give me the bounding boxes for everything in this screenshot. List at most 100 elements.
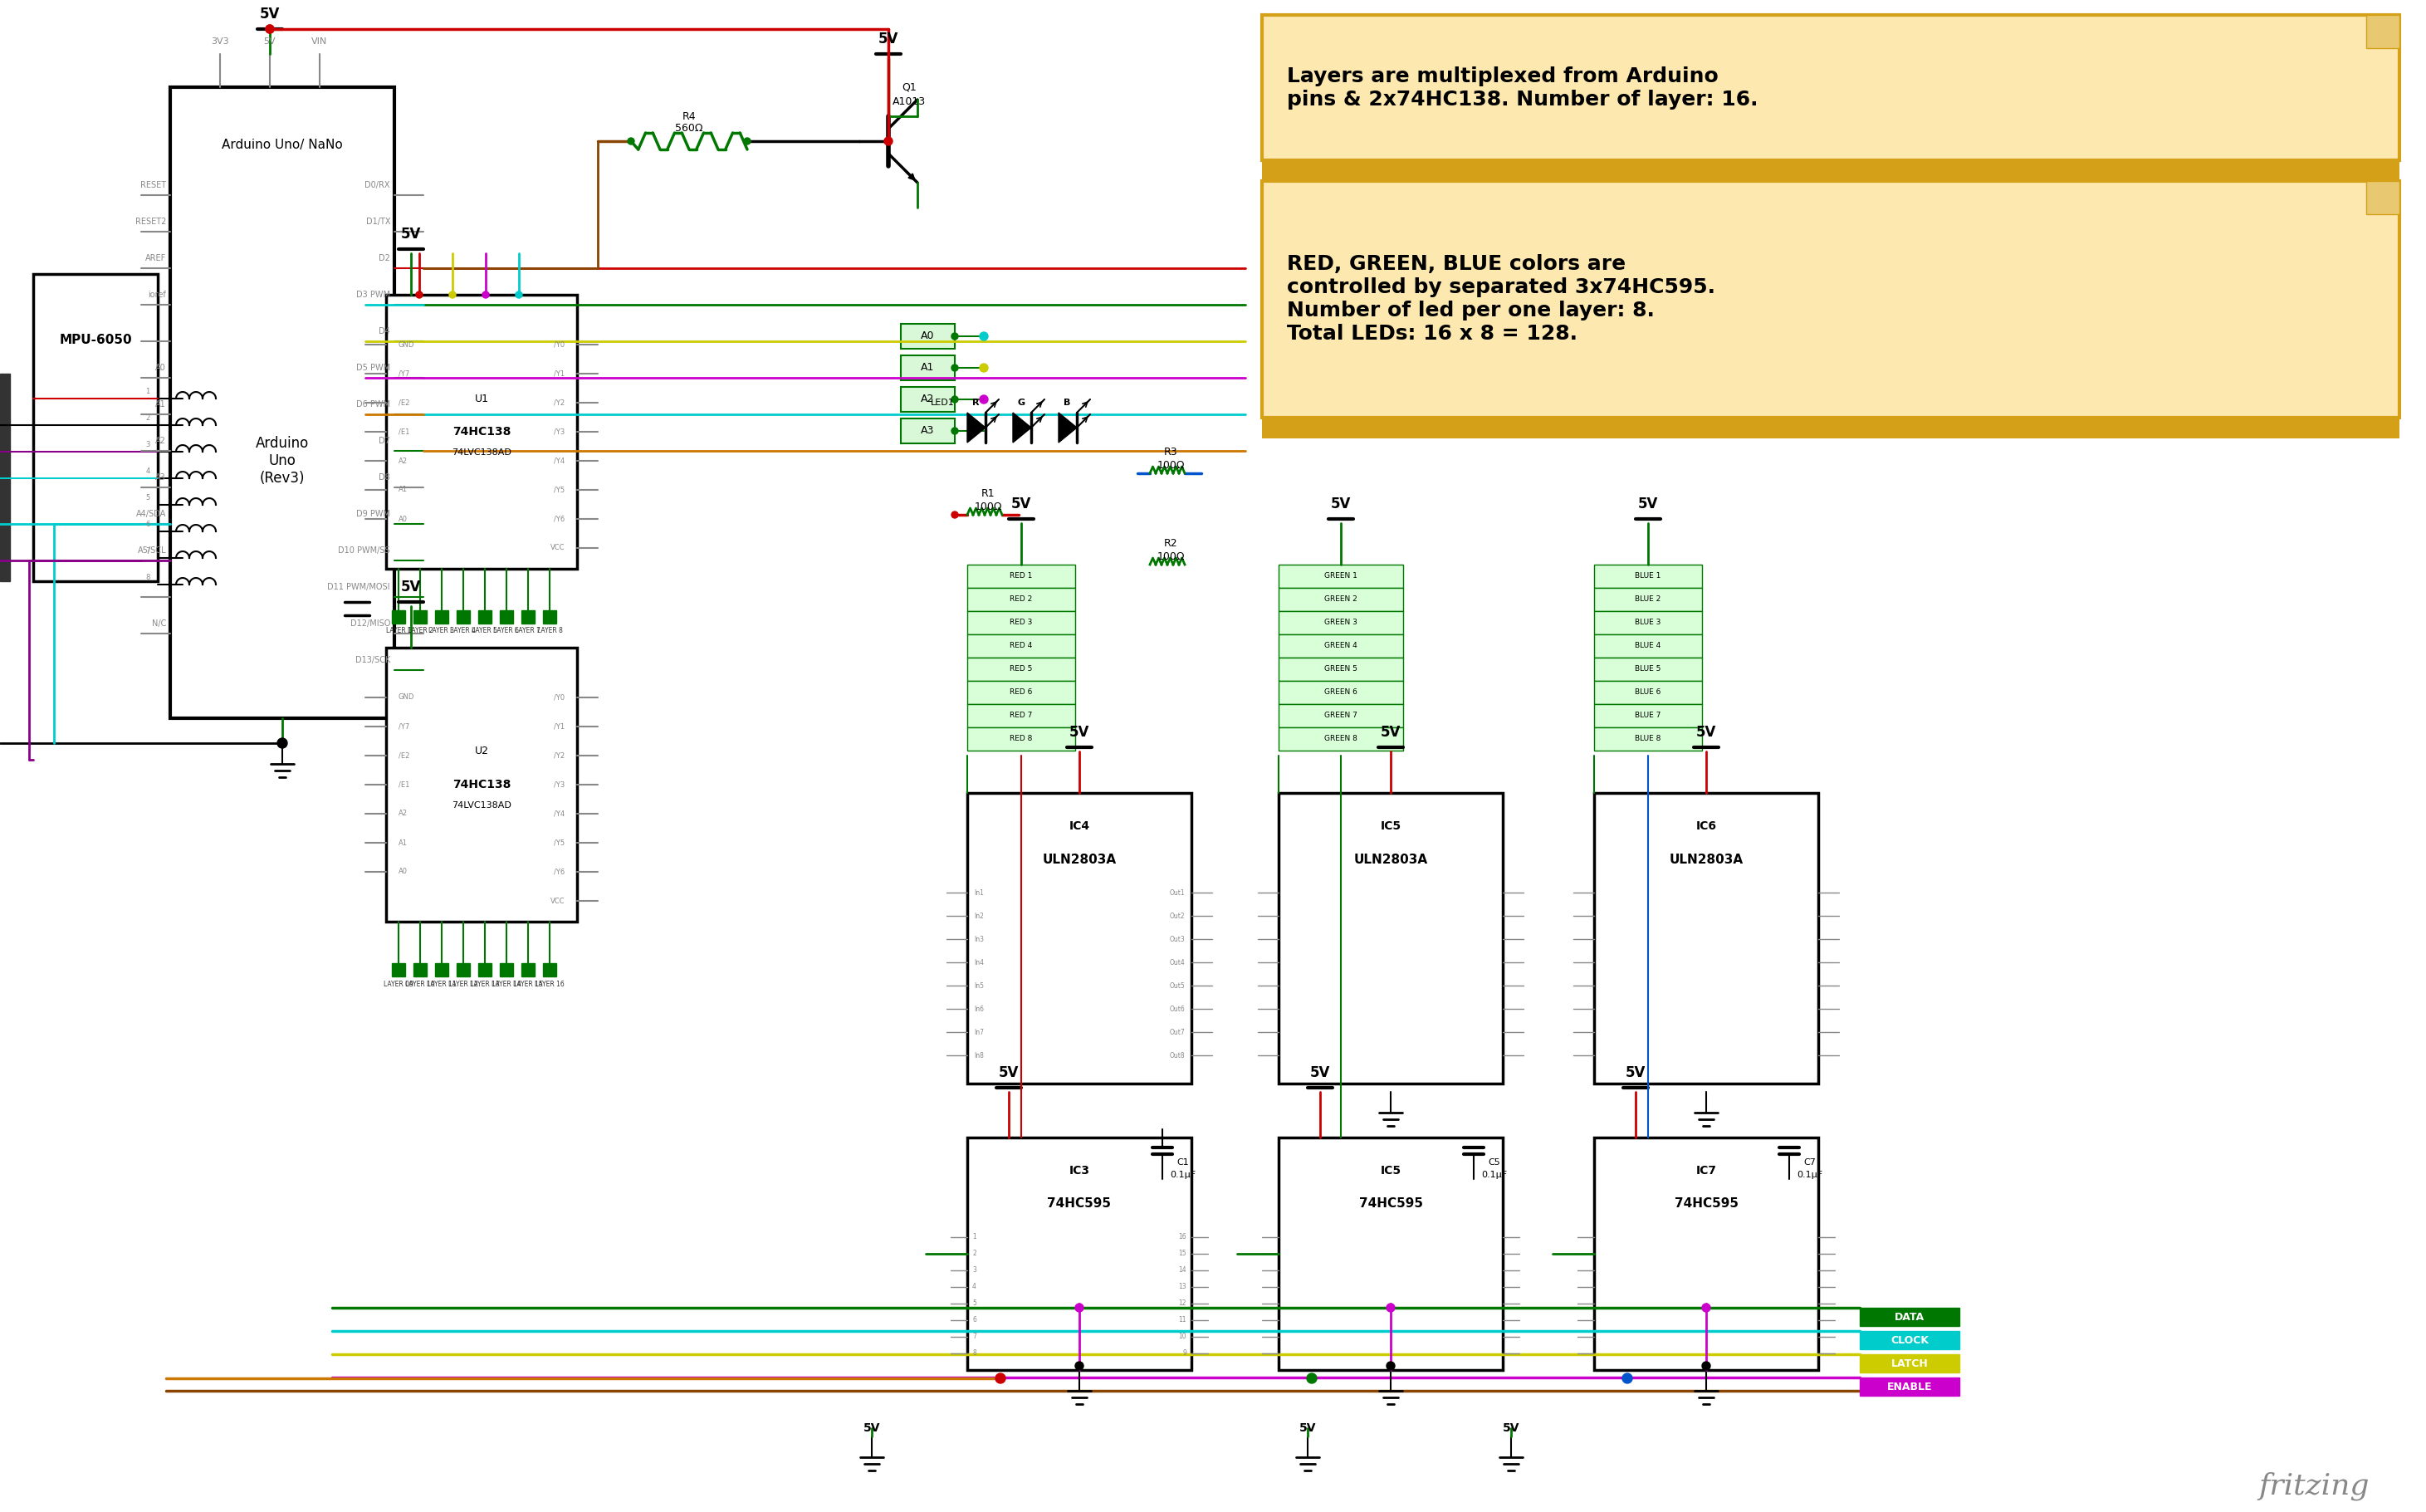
Text: MPU-6050: MPU-6050 bbox=[58, 334, 131, 346]
Text: 6: 6 bbox=[973, 1317, 975, 1325]
Bar bbox=[1594, 611, 1703, 635]
Text: 74LVC138AD: 74LVC138AD bbox=[451, 449, 512, 457]
Bar bbox=[1262, 417, 2399, 438]
Text: In3: In3 bbox=[973, 936, 985, 943]
Bar bbox=[900, 324, 956, 349]
Text: A0: A0 bbox=[398, 516, 408, 523]
Text: LED1: LED1 bbox=[932, 399, 953, 407]
Text: 5: 5 bbox=[146, 493, 150, 500]
Text: /E1: /E1 bbox=[398, 780, 410, 788]
Text: U1: U1 bbox=[475, 393, 488, 404]
Bar bbox=[478, 963, 492, 977]
Circle shape bbox=[1388, 1362, 1395, 1370]
Text: LATCH: LATCH bbox=[1890, 1358, 1929, 1368]
Text: 11: 11 bbox=[1179, 1317, 1186, 1325]
Text: RED 4: RED 4 bbox=[1009, 643, 1033, 650]
Text: 74LVC138AD: 74LVC138AD bbox=[451, 801, 512, 809]
Text: N/C: N/C bbox=[150, 620, 165, 627]
Text: IC7: IC7 bbox=[1696, 1164, 1718, 1176]
Bar bbox=[393, 963, 405, 977]
Text: A3: A3 bbox=[155, 473, 165, 482]
Circle shape bbox=[449, 292, 456, 298]
Text: RED 2: RED 2 bbox=[1009, 596, 1033, 603]
Text: /Y6: /Y6 bbox=[553, 516, 565, 523]
Text: 100Ω: 100Ω bbox=[1157, 550, 1184, 561]
Text: 14: 14 bbox=[1179, 1267, 1186, 1275]
Circle shape bbox=[267, 24, 274, 33]
Bar bbox=[1861, 1377, 1960, 1396]
Text: 5V: 5V bbox=[260, 6, 279, 21]
Text: A1: A1 bbox=[398, 839, 408, 847]
Text: VCC: VCC bbox=[551, 897, 565, 904]
Text: IC5: IC5 bbox=[1380, 1164, 1402, 1176]
Bar bbox=[1279, 727, 1402, 750]
Text: D5 PWM: D5 PWM bbox=[357, 364, 391, 372]
Bar bbox=[1594, 680, 1703, 705]
Text: VIN: VIN bbox=[311, 38, 328, 45]
Circle shape bbox=[1075, 1362, 1084, 1370]
Text: RED 7: RED 7 bbox=[1009, 712, 1033, 720]
Text: A0: A0 bbox=[919, 331, 934, 342]
Text: 5V: 5V bbox=[1310, 1066, 1329, 1080]
Bar bbox=[1262, 15, 2399, 160]
Text: D6 PWM: D6 PWM bbox=[357, 401, 391, 408]
Text: C5: C5 bbox=[1487, 1158, 1502, 1167]
Text: BLUE 2: BLUE 2 bbox=[1635, 596, 1662, 603]
Text: 3: 3 bbox=[146, 440, 150, 448]
Text: /Y2: /Y2 bbox=[553, 399, 565, 407]
Bar bbox=[1861, 1355, 1960, 1373]
Text: D8: D8 bbox=[378, 473, 391, 482]
Text: 7: 7 bbox=[146, 547, 150, 555]
Text: 5V: 5V bbox=[264, 38, 277, 45]
Text: A2: A2 bbox=[398, 457, 408, 464]
Circle shape bbox=[1703, 1303, 1710, 1312]
Bar bbox=[900, 355, 956, 381]
Text: 13: 13 bbox=[1179, 1284, 1186, 1291]
Text: Out4: Out4 bbox=[1169, 959, 1184, 966]
Bar bbox=[968, 588, 1075, 611]
Bar bbox=[386, 295, 577, 569]
Text: 74HC595: 74HC595 bbox=[1359, 1198, 1422, 1210]
Circle shape bbox=[995, 1373, 1004, 1383]
Text: In4: In4 bbox=[973, 959, 985, 966]
Bar bbox=[968, 611, 1075, 635]
Polygon shape bbox=[1058, 413, 1077, 443]
Circle shape bbox=[980, 395, 987, 404]
Text: BLUE 5: BLUE 5 bbox=[1635, 665, 1662, 673]
Text: In7: In7 bbox=[973, 1028, 985, 1036]
Text: 1: 1 bbox=[146, 387, 150, 395]
Bar bbox=[1594, 635, 1703, 658]
Circle shape bbox=[1388, 1303, 1395, 1312]
Text: GND: GND bbox=[398, 694, 415, 702]
Text: 2: 2 bbox=[146, 414, 150, 422]
Bar bbox=[522, 963, 534, 977]
Text: A3: A3 bbox=[919, 425, 934, 437]
Text: 5: 5 bbox=[973, 1300, 975, 1308]
Bar bbox=[1594, 727, 1703, 750]
Text: GREEN 1: GREEN 1 bbox=[1325, 573, 1359, 581]
Text: ENABLE: ENABLE bbox=[1887, 1382, 1931, 1393]
Bar bbox=[1262, 160, 2399, 181]
Circle shape bbox=[415, 292, 422, 298]
Text: /Y3: /Y3 bbox=[553, 780, 565, 788]
Text: BLUE 7: BLUE 7 bbox=[1635, 712, 1662, 720]
Text: 5V: 5V bbox=[1070, 724, 1089, 739]
Bar bbox=[522, 611, 534, 623]
Text: In2: In2 bbox=[973, 912, 985, 919]
Text: Out5: Out5 bbox=[1169, 981, 1184, 989]
Text: D2: D2 bbox=[378, 254, 391, 263]
Text: RED 5: RED 5 bbox=[1009, 665, 1033, 673]
Text: /Y0: /Y0 bbox=[553, 694, 565, 702]
Text: RESET: RESET bbox=[141, 181, 165, 189]
Text: D9 PWM: D9 PWM bbox=[357, 510, 391, 519]
Text: LAYER 10: LAYER 10 bbox=[405, 980, 434, 987]
Text: 74HC138: 74HC138 bbox=[451, 426, 512, 437]
Text: 74HC138: 74HC138 bbox=[451, 779, 512, 791]
Text: 10: 10 bbox=[1179, 1334, 1186, 1341]
Text: RED 3: RED 3 bbox=[1009, 618, 1033, 626]
Text: 3: 3 bbox=[973, 1267, 975, 1275]
Text: D7: D7 bbox=[378, 437, 391, 445]
Text: GREEN 8: GREEN 8 bbox=[1325, 735, 1359, 742]
Text: ULN2803A: ULN2803A bbox=[1043, 853, 1116, 865]
Text: R1: R1 bbox=[980, 488, 995, 499]
